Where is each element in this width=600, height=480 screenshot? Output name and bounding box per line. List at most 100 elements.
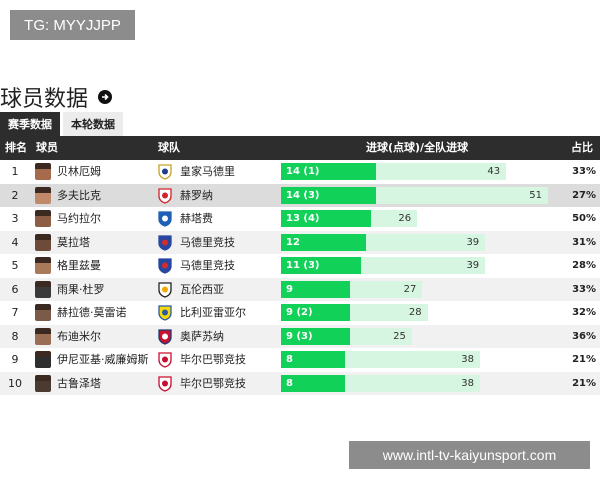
share-cell: 28% [572,260,596,271]
rank-cell: 6 [11,282,19,296]
atletico-madrid-crest-icon [158,234,172,251]
player-name[interactable]: 贝林厄姆 [57,165,101,178]
player-avatar [35,327,51,345]
col-club-header: 球队 [158,141,180,154]
player-avatar [35,351,51,368]
player-goals-bar: 14 (3) [281,186,377,204]
player-name[interactable]: 古鲁泽塔 [57,376,101,390]
player-goals-bar: 9 (3) [281,327,351,345]
club-name[interactable]: 皇家马德里 [180,165,235,178]
club-name[interactable]: 瓦伦西亚 [180,282,224,296]
table-row[interactable]: 5 格里兹曼 马德里竞技 11 (3) 39 28% [0,254,600,278]
player-name[interactable]: 多夫比克 [57,188,101,202]
player-avatar [35,186,51,204]
share-cell: 21% [572,377,596,389]
real-madrid-crest-icon [158,164,172,180]
player-name[interactable]: 赫拉德·莫雷诺 [57,306,127,319]
player-name[interactable]: 雨果·杜罗 [57,282,105,296]
player-name[interactable]: 马约拉尔 [57,212,101,225]
player-goals-bar: 8 [281,351,345,368]
team-goals-label: 38 [461,354,474,365]
player-avatar [35,304,51,321]
player-avatar [35,257,51,274]
share-cell: 33% [572,283,596,295]
athletic-bilbao-crest-icon [158,375,172,392]
player-goals-bar: 14 (1) [281,163,377,180]
table-row[interactable]: 8 布迪米尔 奥萨苏纳 9 (3) 25 36% [0,324,600,348]
club-name[interactable]: 奥萨苏纳 [180,329,224,343]
rank-cell: 9 [11,353,19,366]
club-name[interactable]: 毕尔巴鄂竞技 [180,353,246,366]
player-avatar [35,233,51,251]
team-goals-label: 43 [487,166,501,177]
player-avatar [35,374,51,392]
table-row[interactable]: 3 马约拉尔 赫塔费 13 (4) 26 50% [0,207,600,231]
share-cell: 27% [572,189,596,201]
tab-bar: 赛季数据 本轮数据 [0,112,123,136]
club-name[interactable]: 比利亚雷亚尔 [180,306,246,319]
rank-cell: 8 [11,329,19,343]
page-title: 球员数据 [0,87,89,112]
player-avatar [35,280,51,298]
table-row[interactable]: 7 赫拉德·莫雷诺 比利亚雷亚尔 9 (2) 28 32% [0,301,600,325]
table-header: 排名 球员 球队 进球(点球)/全队进球 占比 [0,136,600,160]
player-goals-bar: 9 [281,280,351,298]
table-row[interactable]: 9 伊尼亚基·威廉姆斯 毕尔巴鄂竞技 8 38 21% [0,348,600,372]
team-goals-label: 26 [398,213,412,224]
arrow-right-icon[interactable] [98,90,113,104]
share-cell: 32% [572,307,596,318]
club-name[interactable]: 毕尔巴鄂竞技 [180,376,246,390]
player-avatar [35,163,51,180]
share-cell: 33% [572,166,596,177]
club-name[interactable]: 赫罗纳 [180,188,213,202]
osasuna-crest-icon [158,328,172,345]
tg-badge: TG: MYYJJPP [10,10,135,40]
player-goals-bar: 12 [281,233,366,251]
team-goals-label: 39 [466,260,480,271]
player-name[interactable]: 伊尼亚基·威廉姆斯 [57,353,149,366]
player-goals-bar: 9 (2) [281,304,351,321]
share-cell: 21% [572,354,596,365]
share-cell: 50% [572,213,596,224]
player-name[interactable]: 莫拉塔 [57,235,90,249]
team-goals-label: 28 [408,307,422,318]
team-goals-label: 38 [461,377,474,389]
rank-cell: 1 [11,165,19,178]
villarreal-crest-icon [158,305,172,321]
section-title: 球员数据 [0,82,113,112]
col-rank-header: 排名 [5,141,27,154]
col-goals-header: 进球(点球)/全队进球 [366,141,469,154]
getafe-crest-icon [158,211,172,227]
athletic-bilbao-crest-icon [158,352,172,368]
atletico-madrid-crest-icon [158,258,172,274]
rank-cell: 3 [11,212,19,225]
rank-cell: 10 [8,376,22,390]
player-name[interactable]: 格里兹曼 [57,259,101,272]
table-row[interactable]: 10 古鲁泽塔 毕尔巴鄂竞技 8 38 21% [0,371,600,395]
team-goals-label: 51 [529,189,542,201]
player-table: 1 贝林厄姆 皇家马德里 14 (1) 43 33% 2 多夫比克 赫罗纳 14 (3) 51 27%… [0,160,600,395]
team-goals-label: 25 [393,330,406,342]
share-cell: 31% [572,236,596,248]
girona-crest-icon [158,187,172,204]
rank-cell: 5 [11,259,19,272]
club-name[interactable]: 马德里竞技 [180,235,235,249]
table-row[interactable]: 1 贝林厄姆 皇家马德里 14 (1) 43 33% [0,160,600,184]
rank-cell: 2 [11,188,19,202]
watermark: www.intl-tv-kaiyunsport.com [349,441,590,469]
table-row[interactable]: 2 多夫比克 赫罗纳 14 (3) 51 27% [0,183,600,207]
tab-season-stats[interactable]: 赛季数据 [0,112,60,136]
rank-cell: 7 [11,306,19,319]
table-row[interactable]: 6 雨果·杜罗 瓦伦西亚 9 27 33% [0,277,600,301]
club-name[interactable]: 赫塔费 [180,212,213,225]
share-cell: 36% [572,330,596,342]
team-goals-label: 27 [403,283,417,295]
table-row[interactable]: 4 莫拉塔 马德里竞技 12 39 31% [0,230,600,254]
player-name[interactable]: 布迪米尔 [57,329,101,343]
valencia-crest-icon [158,281,172,298]
tab-round-stats[interactable]: 本轮数据 [63,112,123,136]
player-avatar [35,210,51,227]
player-goals-bar: 13 (4) [281,210,372,227]
rank-cell: 4 [11,235,19,249]
club-name[interactable]: 马德里竞技 [180,259,235,272]
